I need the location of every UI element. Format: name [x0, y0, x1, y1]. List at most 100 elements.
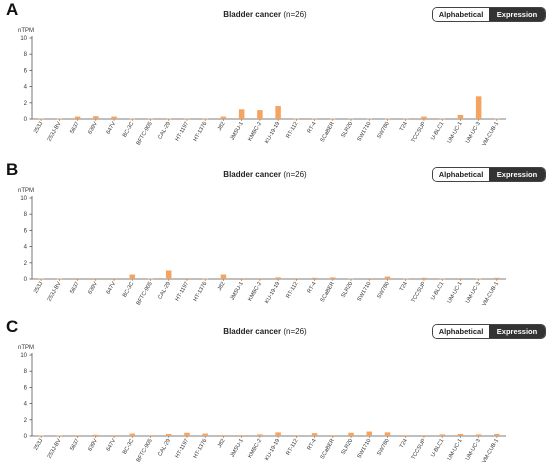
x-tick-label: HT-1197 [174, 121, 190, 142]
alphabetical-toggle-button[interactable]: Alphabetical [433, 325, 489, 338]
bar [311, 433, 318, 436]
bar-chart: nTPM 0 2 4 6 8 10 253J 253J-BV 5637 639V 647V BC-3C B… [18, 28, 506, 147]
x-tick-label: SW780 [376, 121, 390, 140]
x-tick-label: UM-UC-3 [465, 121, 482, 144]
bar [475, 96, 482, 119]
expression-toggle-button[interactable]: Expression [489, 8, 545, 21]
bar [457, 433, 464, 436]
bar [311, 118, 318, 120]
x-tick-label: 253J [33, 281, 44, 295]
y-tick-label: 0 [24, 434, 28, 440]
y-tick-label: 10 [20, 196, 27, 202]
bar [129, 118, 136, 120]
y-tick-label: 0 [24, 277, 28, 283]
alphabetical-toggle-button[interactable]: Alphabetical [433, 8, 489, 21]
x-tick-label: U-BLC1 [430, 281, 445, 301]
x-tick-label: BC-3C [122, 121, 136, 139]
x-tick-label: JMSU-1 [230, 121, 245, 141]
bar [238, 435, 245, 436]
bar [184, 118, 190, 120]
x-tick-label: KMBC-2 [247, 121, 263, 142]
y-tick-label: 10 [20, 36, 27, 42]
bar [421, 277, 427, 279]
panel-letter: B [6, 160, 19, 179]
x-tick-label: KU-19-19 [264, 281, 281, 305]
bar [38, 278, 44, 280]
bar-chart: nTPM 0 2 4 6 8 10 253J 253J-BV 5637 639V 647V BC-3C B… [18, 188, 506, 307]
panel-b: B Bladder cancer (n=26) Alphabetical Exp… [0, 160, 550, 318]
chart-title: Bladder cancer (n=26) [190, 10, 340, 19]
bar [202, 278, 208, 280]
chart-title-text: Bladder cancer [223, 327, 282, 336]
bar [56, 118, 63, 120]
y-tick-label: 2 [24, 261, 28, 267]
bar [111, 116, 117, 119]
bar [275, 277, 281, 279]
bar [330, 435, 336, 436]
bar [439, 434, 445, 436]
bar [439, 118, 445, 120]
chart-title: Bladder cancer (n=26) [190, 327, 340, 336]
sort-toggle[interactable]: Alphabetical Expression [432, 7, 546, 22]
panel-letter: C [6, 317, 19, 336]
bar [275, 432, 281, 436]
bar [238, 109, 245, 119]
bar [147, 278, 154, 280]
bar [184, 432, 190, 436]
bar [38, 435, 44, 437]
bar [165, 118, 172, 120]
x-tick-label: SCaBER [320, 281, 336, 303]
bar [111, 435, 117, 436]
x-tick-label: T24 [399, 281, 409, 292]
panel-letter: A [6, 0, 19, 19]
expression-toggle-button[interactable]: Expression [489, 168, 545, 181]
bar [311, 277, 318, 279]
bar [439, 278, 445, 280]
x-tick-label: 253J-BV [47, 438, 63, 460]
x-tick-label: SW1710 [357, 438, 373, 460]
bar [165, 270, 172, 279]
bar [494, 433, 500, 436]
bar [366, 431, 373, 436]
x-tick-label: TCCSUP [410, 438, 427, 461]
x-tick-label: 647V [106, 121, 118, 136]
x-tick-label: RT-4 [307, 121, 318, 134]
bar [238, 278, 245, 279]
bar [275, 106, 281, 119]
x-tick-label: 253J-BV [47, 281, 63, 303]
bar [220, 116, 227, 119]
expression-toggle-button[interactable]: Expression [489, 325, 545, 338]
sort-toggle[interactable]: Alphabetical Expression [432, 324, 546, 339]
y-axis-unit-label: nTPM [18, 188, 34, 194]
x-tick-label: HT-1197 [174, 281, 190, 302]
sort-toggle[interactable]: Alphabetical Expression [432, 167, 546, 182]
x-tick-label: J82 [217, 121, 227, 132]
bar [74, 278, 81, 279]
bar [402, 435, 409, 436]
bar [330, 277, 336, 279]
y-tick-label: 8 [24, 212, 28, 218]
bar [202, 118, 208, 120]
bar [257, 278, 263, 279]
y-tick-label: 2 [24, 101, 28, 107]
bar-chart: nTPM 0 2 4 6 8 10 253J 253J-BV 5637 639V 647V BC-3C B… [18, 345, 506, 464]
x-tick-label: JMSU-1 [230, 438, 245, 458]
x-tick-label: U-BLC1 [430, 438, 445, 458]
y-tick-label: 4 [24, 245, 28, 251]
x-tick-label: 647V [106, 281, 118, 296]
bar [457, 278, 464, 279]
bar [257, 110, 263, 119]
bar [56, 278, 63, 280]
y-axis-unit-label: nTPM [18, 345, 34, 351]
x-tick-label: SLR20 [341, 438, 355, 456]
bar [366, 278, 373, 279]
chart-title: Bladder cancer (n=26) [190, 170, 340, 179]
alphabetical-toggle-button[interactable]: Alphabetical [433, 168, 489, 181]
x-tick-label: UM-UC-3 [465, 438, 482, 461]
bar [421, 435, 427, 436]
bar [293, 278, 300, 279]
bar [475, 434, 482, 436]
bar [366, 118, 373, 120]
bar [384, 118, 391, 120]
bar [293, 118, 300, 120]
